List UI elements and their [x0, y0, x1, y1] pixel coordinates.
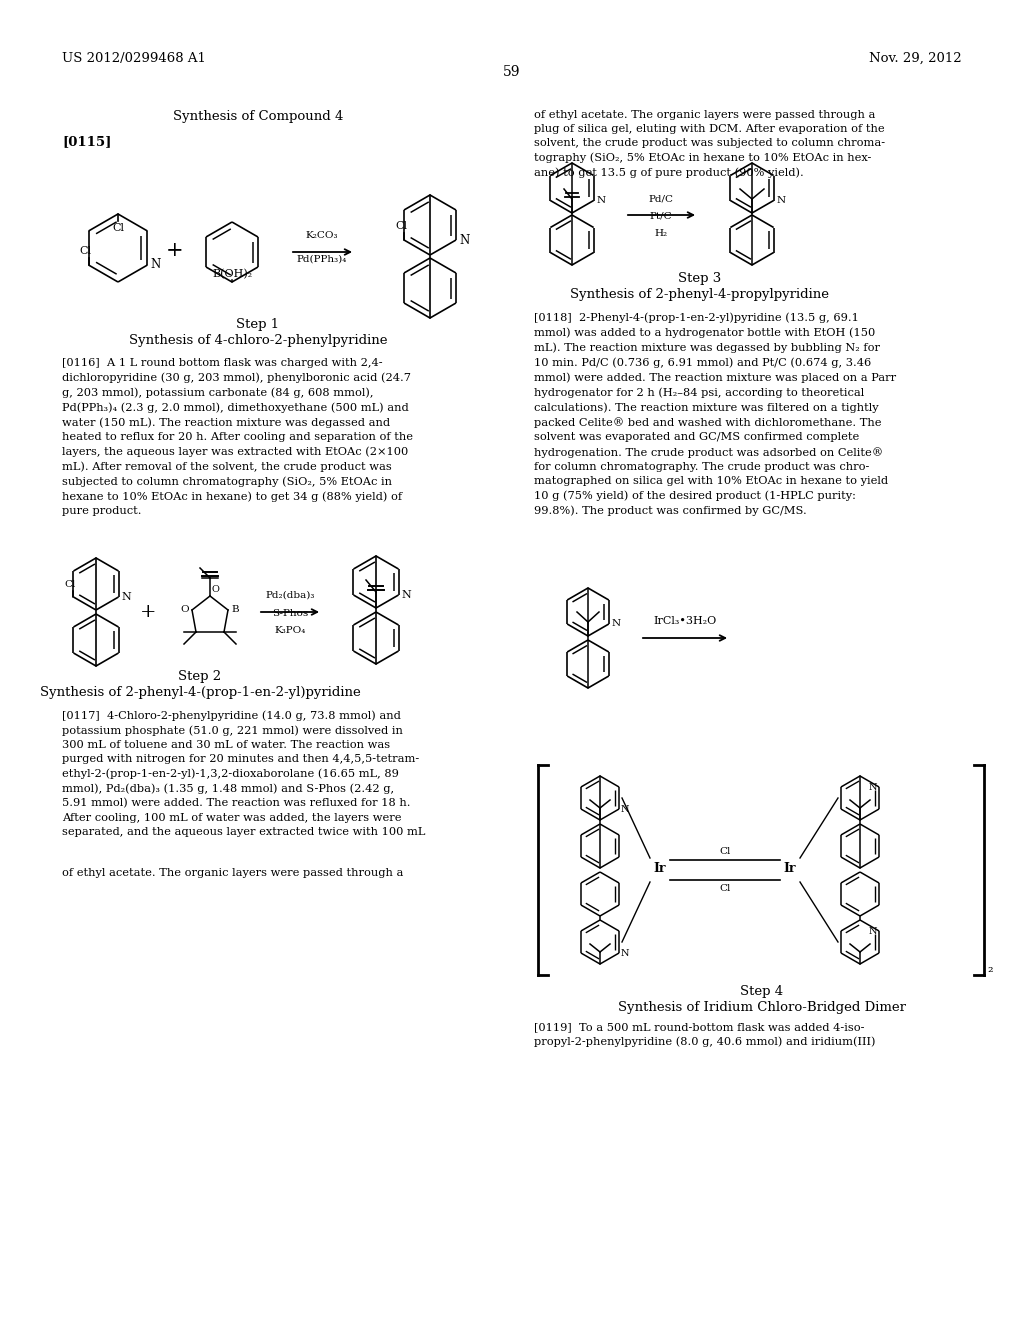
Text: N: N — [459, 234, 469, 247]
Text: Cl: Cl — [65, 579, 76, 589]
Text: Cl: Cl — [719, 847, 731, 855]
Text: Pt/C: Pt/C — [649, 211, 673, 220]
Text: B(OH)₂: B(OH)₂ — [212, 269, 252, 279]
Text: Synthesis of 2-phenyl-4-(prop-1-en-2-yl)pyridine: Synthesis of 2-phenyl-4-(prop-1-en-2-yl)… — [40, 686, 360, 700]
Text: ₂: ₂ — [987, 961, 992, 975]
Text: S-Phos: S-Phos — [272, 609, 308, 618]
Text: [0116]  A 1 L round bottom flask was charged with 2,4-
dichloropyridine (30 g, 2: [0116] A 1 L round bottom flask was char… — [62, 358, 413, 516]
Text: K₃PO₄: K₃PO₄ — [274, 626, 306, 635]
Text: [0115]: [0115] — [62, 135, 112, 148]
Text: IrCl₃•3H₂O: IrCl₃•3H₂O — [653, 616, 717, 626]
Text: N: N — [868, 927, 877, 936]
Text: Pd/C: Pd/C — [648, 194, 674, 203]
Text: of ethyl acetate. The organic layers were passed through a: of ethyl acetate. The organic layers wer… — [62, 869, 403, 878]
Text: [0118]  2-Phenyl-4-(prop-1-en-2-yl)pyridine (13.5 g, 69.1
mmol) was added to a h: [0118] 2-Phenyl-4-(prop-1-en-2-yl)pyridi… — [534, 312, 896, 516]
Text: Cl: Cl — [719, 884, 731, 894]
Text: H₂: H₂ — [654, 228, 668, 238]
Text: Synthesis of Iridium Chloro-Bridged Dimer: Synthesis of Iridium Chloro-Bridged Dime… — [618, 1001, 906, 1014]
Text: US 2012/0299468 A1: US 2012/0299468 A1 — [62, 51, 206, 65]
Text: +: + — [139, 603, 157, 620]
Text: Step 2: Step 2 — [178, 671, 221, 682]
Text: N: N — [401, 590, 412, 601]
Text: Synthesis of 4-chloro-2-phenylpyridine: Synthesis of 4-chloro-2-phenylpyridine — [129, 334, 387, 347]
Text: N: N — [122, 591, 131, 602]
Text: Synthesis of 2-phenyl-4-propylpyridine: Synthesis of 2-phenyl-4-propylpyridine — [570, 288, 829, 301]
Text: Ir: Ir — [783, 862, 797, 874]
Text: Cl: Cl — [112, 223, 124, 234]
Text: N: N — [868, 783, 877, 792]
Text: N: N — [776, 195, 785, 205]
Text: 59: 59 — [503, 65, 521, 79]
Text: [0117]  4-Chloro-2-phenylpyridine (14.0 g, 73.8 mmol) and
potassium phosphate (5: [0117] 4-Chloro-2-phenylpyridine (14.0 g… — [62, 710, 425, 837]
Text: Pd(PPh₃)₄: Pd(PPh₃)₄ — [297, 255, 347, 264]
Text: O: O — [180, 606, 189, 615]
Text: Pd₂(dba)₃: Pd₂(dba)₃ — [265, 591, 314, 601]
Text: +: + — [166, 240, 184, 260]
Text: N: N — [621, 949, 630, 957]
Text: of ethyl acetate. The organic layers were passed through a
plug of silica gel, e: of ethyl acetate. The organic layers wer… — [534, 110, 885, 178]
Text: Cl: Cl — [395, 220, 407, 231]
Text: N: N — [151, 259, 161, 272]
Text: Step 4: Step 4 — [740, 985, 783, 998]
Text: Step 1: Step 1 — [237, 318, 280, 331]
Text: N: N — [621, 804, 630, 813]
Text: N: N — [597, 195, 606, 205]
Text: B: B — [231, 606, 239, 615]
Text: K₂CO₃: K₂CO₃ — [306, 231, 338, 240]
Text: Cl: Cl — [80, 246, 91, 256]
Text: [0119]  To a 500 mL round-bottom flask was added 4-iso-
propyl-2-phenylpyridine : [0119] To a 500 mL round-bottom flask wa… — [534, 1022, 876, 1047]
Text: Ir: Ir — [653, 862, 667, 874]
Text: N: N — [611, 619, 621, 628]
Text: Step 3: Step 3 — [678, 272, 722, 285]
Text: Nov. 29, 2012: Nov. 29, 2012 — [869, 51, 962, 65]
Text: O: O — [211, 585, 219, 594]
Text: Synthesis of Compound 4: Synthesis of Compound 4 — [173, 110, 343, 123]
